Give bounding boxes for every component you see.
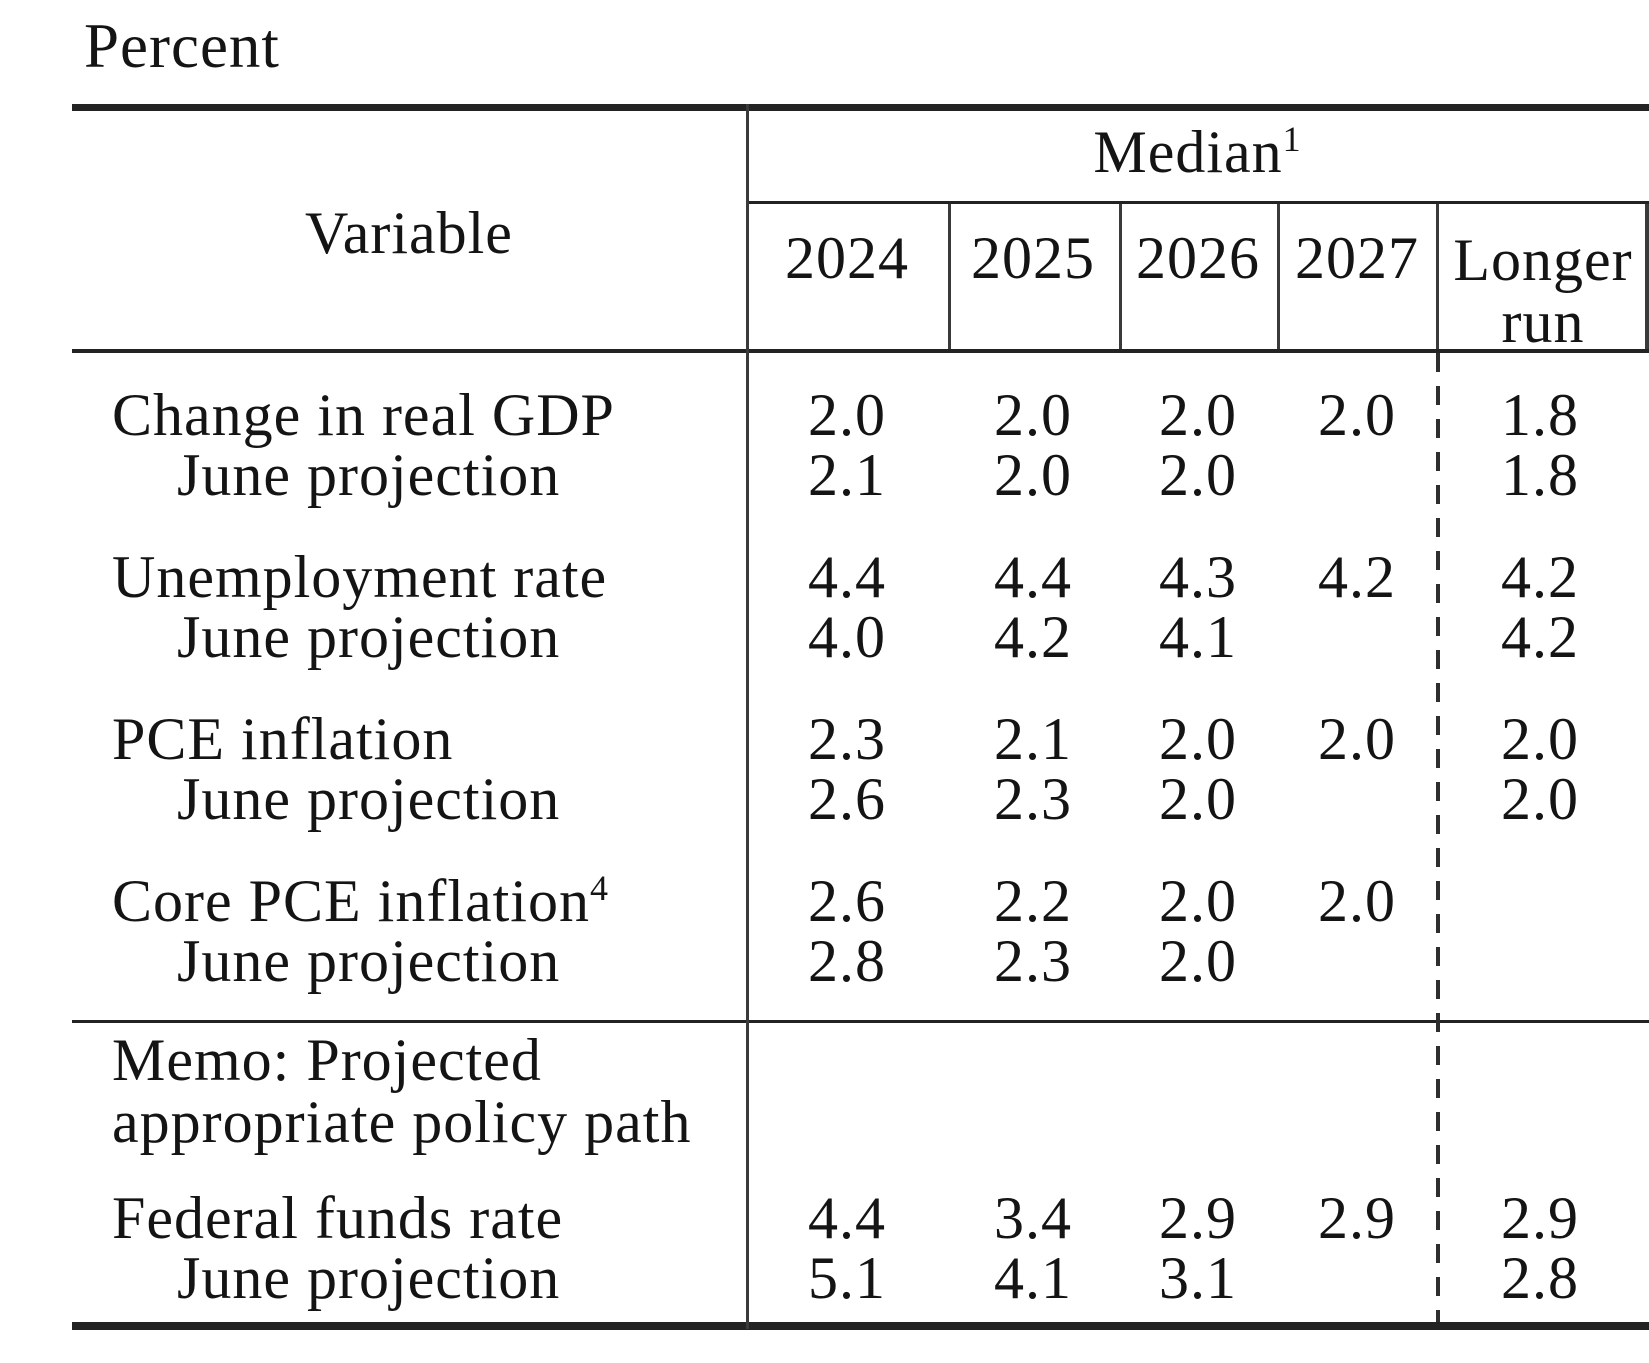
cell-value: 2.0: [1159, 928, 1237, 994]
median-label: Median: [1093, 119, 1283, 185]
core-pce-footnote-superscript: 4: [589, 868, 609, 908]
cell-value: 2.9: [1501, 1185, 1579, 1251]
cell-value: 2.0: [1159, 766, 1237, 832]
table-row-gdp-june-projection: June projection 2.1 2.0 2.0 1.8: [0, 444, 1649, 506]
cell-value: 4.3: [1159, 544, 1237, 610]
year-header-2024: 2024: [785, 225, 909, 291]
row-label: June projection: [177, 442, 561, 508]
row-label: June projection: [177, 604, 561, 670]
cell-value: 2.1: [994, 706, 1072, 772]
table-row-unemployment-rate: Unemployment rate 4.4 4.4 4.3 4.2 4.2: [0, 546, 1649, 608]
row-label: Change in real GDP: [112, 382, 615, 448]
median-group-header: Median1: [746, 121, 1649, 183]
row-label: Unemployment rate: [112, 544, 608, 610]
row-label: Federal funds rate: [112, 1185, 564, 1251]
year-divider-2026-2027: [1277, 204, 1280, 349]
cell-value: 2.6: [808, 766, 886, 832]
cell-value: 5.1: [808, 1245, 886, 1311]
table-row-core-pce-june-projection: June projection 2.8 2.3 2.0: [0, 930, 1649, 992]
year-divider-2025-2026: [1119, 204, 1122, 349]
year-header-2027: 2027: [1295, 225, 1419, 291]
cell-value: 2.3: [994, 766, 1072, 832]
memo-note: Memo: Projected appropriate policy path: [112, 1029, 752, 1153]
cell-value: 4.0: [808, 604, 886, 670]
memo-line2: appropriate policy path: [112, 1089, 692, 1155]
year-divider-2027-longer-run: [1436, 204, 1439, 349]
row-label: PCE inflation: [112, 706, 454, 772]
median-underline-rule: [746, 201, 1649, 204]
cell-value: 4.2: [1501, 544, 1579, 610]
cell-value: 4.4: [808, 1185, 886, 1251]
cell-value: 2.0: [1501, 706, 1579, 772]
cell-value: 2.3: [994, 928, 1072, 994]
cell-value: 1.8: [1501, 382, 1579, 448]
cell-value: 2.0: [1159, 868, 1237, 934]
year-header-2026: 2026: [1136, 225, 1260, 291]
unit-label: Percent: [84, 11, 280, 81]
table-row-unemployment-june-projection: June projection 4.0 4.2 4.1 4.2: [0, 606, 1649, 668]
row-label: June projection: [177, 766, 561, 832]
table-row-core-pce-inflation: Core PCE inflation4 2.6 2.2 2.0 2.0: [0, 870, 1649, 932]
cell-value: 2.1: [808, 442, 886, 508]
cell-value: 2.0: [808, 382, 886, 448]
cell-value: 4.1: [994, 1245, 1072, 1311]
cell-value: 2.0: [994, 442, 1072, 508]
cell-value: 2.0: [1501, 766, 1579, 832]
longer-run-dashed-divider: [1436, 353, 1440, 1322]
variable-column-divider: [746, 104, 749, 1329]
row-label: June projection: [177, 928, 561, 994]
cell-value: 3.1: [1159, 1245, 1237, 1311]
cell-value: 2.9: [1159, 1185, 1237, 1251]
cell-value: 4.1: [1159, 604, 1237, 670]
header-right-border: [1645, 204, 1649, 349]
cell-value: 4.4: [994, 544, 1072, 610]
table-row-change-in-real-gdp: Change in real GDP 2.0 2.0 2.0 2.0 1.8: [0, 384, 1649, 446]
year-header-2025: 2025: [971, 225, 1095, 291]
cell-value: 2.0: [1318, 868, 1396, 934]
table-bottom-rule: [72, 1322, 1649, 1330]
median-footnote-superscript: 1: [1282, 119, 1302, 159]
memo-line1: Memo: Projected: [112, 1027, 542, 1093]
row-label: Core PCE inflation4: [112, 868, 609, 934]
table-row-ffr-june-projection: June projection 5.1 4.1 3.1 2.8: [0, 1247, 1649, 1309]
cell-value: 2.2: [994, 868, 1072, 934]
row-label: June projection: [177, 1245, 561, 1311]
cell-value: 4.4: [808, 544, 886, 610]
cell-value: 2.6: [808, 868, 886, 934]
cell-value: 2.0: [1159, 442, 1237, 508]
cell-value: 2.0: [1159, 382, 1237, 448]
cell-value: 3.4: [994, 1185, 1072, 1251]
cell-value: 2.0: [1159, 706, 1237, 772]
cell-value: 4.2: [1501, 604, 1579, 670]
longer-run-header: Longer run: [1439, 229, 1647, 353]
longer-run-line2: run: [1501, 289, 1585, 355]
cell-value: 4.2: [994, 604, 1072, 670]
cell-value: 2.0: [1318, 706, 1396, 772]
memo-section-rule: [72, 1020, 1649, 1023]
cell-value: 4.2: [1318, 544, 1396, 610]
cell-value: 2.8: [1501, 1245, 1579, 1311]
table-top-rule: [72, 104, 1649, 111]
cell-value: 2.0: [1318, 382, 1396, 448]
table-row-pce-inflation: PCE inflation 2.3 2.1 2.0 2.0 2.0: [0, 708, 1649, 770]
table-row-federal-funds-rate: Federal funds rate 4.4 3.4 2.9 2.9 2.9: [0, 1187, 1649, 1249]
variable-column-header: Variable: [305, 200, 513, 266]
year-divider-2024-2025: [948, 204, 951, 349]
cell-value: 2.9: [1318, 1185, 1396, 1251]
cell-value: 2.3: [808, 706, 886, 772]
cell-value: 2.8: [808, 928, 886, 994]
table-row-pce-june-projection: June projection 2.6 2.3 2.0 2.0: [0, 768, 1649, 830]
longer-run-line1: Longer: [1453, 227, 1633, 293]
cell-value: 2.0: [994, 382, 1072, 448]
cell-value: 1.8: [1501, 442, 1579, 508]
header-bottom-rule: [72, 349, 1649, 353]
